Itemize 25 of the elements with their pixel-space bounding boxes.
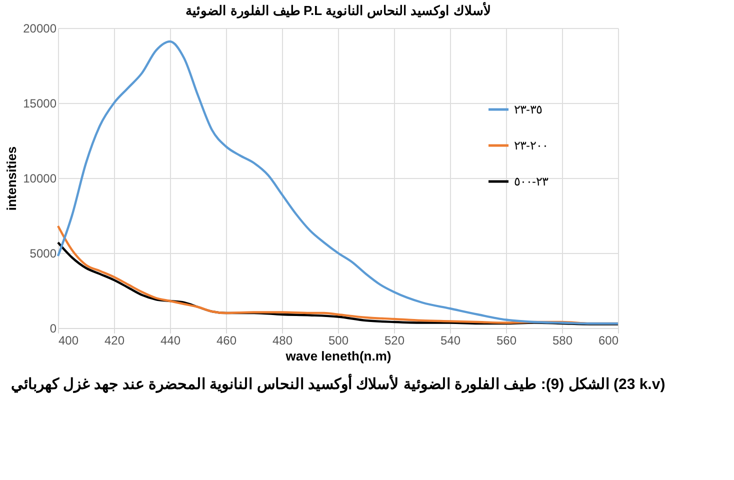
text: الشكل (9): طيف الفلورة الضوئية لأسلاك أوكسيد النحاس النانوية المحضرة عند جهد غزل كهربائي (23 k.v) — [10, 373, 666, 394]
x-axis-title: wave leneth(n.m) — [284, 348, 392, 364]
x-tick-label: 400 — [58, 334, 79, 348]
y-tick-label: 0 — [50, 322, 57, 336]
y-tick-label: 10000 — [23, 172, 57, 186]
x-tick-label: 520 — [384, 334, 405, 348]
legend-label: ٢٠٠-٢٣ — [514, 138, 548, 152]
line-series — [56, 40, 620, 325]
x-tick-label: 600 — [598, 334, 619, 348]
chart-title: طيف الفلورة الضوئية P.L لأسلاك اوكسيد النحاس النانوية — [186, 2, 490, 19]
legend-label: ٣٥-٢٣ — [514, 102, 542, 116]
legend-label: ٢٣-٥٠٠ — [514, 174, 549, 188]
y-tick-label: 20000 — [23, 22, 57, 36]
y-tick-label: 15000 — [23, 96, 57, 110]
line-series — [56, 241, 620, 326]
x-tick-label: 440 — [160, 334, 181, 348]
x-tick-label: 580 — [552, 334, 573, 348]
x-tick-label: 480 — [272, 334, 293, 348]
x-tick-label: 420 — [104, 334, 125, 348]
x-tick-label: 540 — [440, 334, 461, 348]
x-tick-label: 500 — [328, 334, 349, 348]
y-tick-label: 5000 — [30, 246, 57, 260]
x-tick-label: 460 — [216, 334, 237, 348]
x-tick-label: 560 — [496, 334, 517, 348]
y-axis-title: intensities — [4, 146, 20, 211]
